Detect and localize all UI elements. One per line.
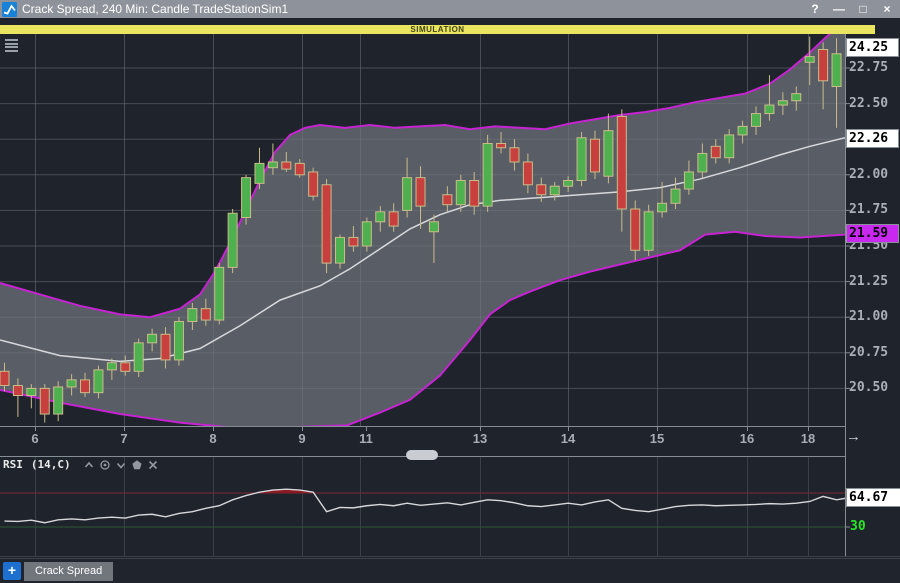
price-marker-24.25: 24.25 xyxy=(846,38,899,57)
price-axis-label: 20.75 xyxy=(849,344,889,360)
close-button[interactable]: × xyxy=(883,2,891,16)
minimize-button[interactable]: — xyxy=(833,2,845,16)
rsi-pane[interactable] xyxy=(0,456,850,556)
rsi-study-label: RSI xyxy=(3,458,23,471)
date-axis-label: 8 xyxy=(209,431,217,446)
price-axis-label: 22.50 xyxy=(849,95,889,111)
settings-pentagon-icon[interactable] xyxy=(131,459,143,471)
chart-app-icon xyxy=(2,1,17,17)
rsi-current-value-marker: 64.67 xyxy=(846,488,900,507)
visibility-icon[interactable] xyxy=(99,459,111,471)
simulation-banner: SIMULATION xyxy=(0,25,875,34)
rsi-curve xyxy=(4,488,845,524)
help-button[interactable]: ? xyxy=(811,2,819,16)
price-axis-label: 20.50 xyxy=(849,380,889,396)
price-axis-label: 22.75 xyxy=(849,60,889,75)
date-axis-label: 7 xyxy=(120,431,128,446)
rsi-oversold-label: 30 xyxy=(850,519,866,534)
pane-splitter-handle[interactable] xyxy=(406,450,438,460)
collapse-up-icon[interactable] xyxy=(83,459,95,471)
price-axis-label: 21.25 xyxy=(849,273,889,289)
date-axis-label: 13 xyxy=(472,431,488,446)
rsi-study-header: RSI (14,C) xyxy=(3,458,159,471)
bollinger-lower-band-line xyxy=(0,230,845,426)
candlestick-series xyxy=(0,36,842,423)
price-axis-label: 22.00 xyxy=(849,166,889,182)
window-title: Crack Spread, 240 Min: Candle TradeStati… xyxy=(22,2,289,16)
tab-crack-spread[interactable]: Crack Spread xyxy=(24,562,114,581)
workspace-tab-bar: + Crack Spread xyxy=(0,558,900,583)
rsi-study-params: (14,C) xyxy=(30,458,71,471)
close-study-icon[interactable] xyxy=(147,459,159,471)
price-marker-22.26: 22.26 xyxy=(846,128,899,148)
price-marker-21.59: 21.59 xyxy=(846,224,899,244)
date-axis-label: 15 xyxy=(649,431,665,446)
bollinger-middle-band-line xyxy=(0,137,845,363)
bollinger-upper-band-line xyxy=(0,34,832,319)
main-chart-pane[interactable] xyxy=(0,21,845,428)
maximize-button[interactable]: □ xyxy=(859,2,867,16)
rsi-study-toolbar xyxy=(83,459,159,471)
price-axis-label: 21.75 xyxy=(849,202,889,218)
window-controls: ? — □ × xyxy=(808,0,894,18)
title-bar[interactable]: Crack Spread, 240 Min: Candle TradeStati… xyxy=(0,0,900,18)
date-axis-label: 18 xyxy=(800,431,816,446)
menu-hamburger-icon[interactable] xyxy=(5,39,18,52)
expand-down-icon[interactable] xyxy=(115,459,127,471)
date-axis-label: 11 xyxy=(359,431,373,446)
bollinger-band-fill xyxy=(0,34,845,426)
price-axis-label: 21.00 xyxy=(849,309,889,325)
date-axis-label: 16 xyxy=(739,431,755,446)
date-axis-label: 14 xyxy=(560,431,576,446)
date-axis-label: 6 xyxy=(31,431,39,446)
add-tab-button[interactable]: + xyxy=(3,562,21,580)
date-axis-label: 9 xyxy=(298,431,306,446)
time-axis-arrow-icon[interactable]: → xyxy=(846,428,861,445)
